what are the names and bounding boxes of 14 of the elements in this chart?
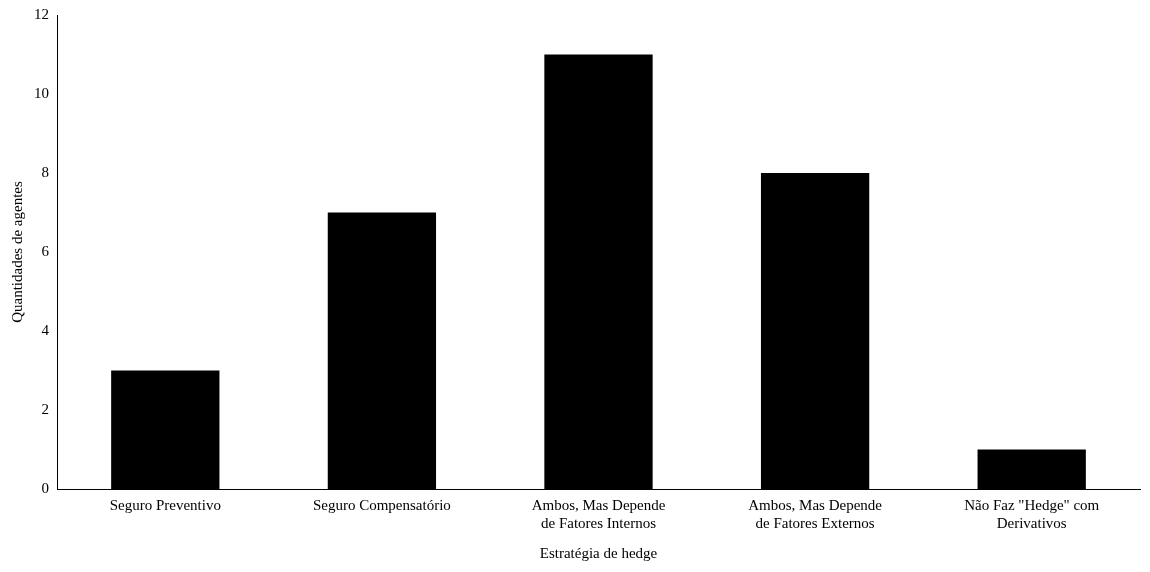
x-axis-title: Estratégia de hedge: [539, 544, 658, 561]
y-tick-label: 4: [41, 321, 50, 338]
y-tick-label: 2: [41, 400, 49, 417]
y-tick-label: 12: [34, 5, 49, 22]
x-tick-label: Não Faz "Hedge" com Derivativos: [964, 496, 1100, 531]
y-tick-label: 6: [41, 242, 50, 259]
y-tick-label: 10: [34, 84, 49, 101]
x-tick-label: Seguro Compensatório: [312, 496, 451, 513]
x-tick-label: Ambos, Mas Depende de Fatores Externos: [748, 496, 883, 531]
x-tick-label: Seguro Preventivo: [109, 496, 221, 513]
y-axis-title: Quantidades de agentes: [8, 181, 25, 323]
y-tick-label: 8: [41, 163, 49, 180]
y-tick-label: 0: [41, 479, 49, 496]
x-tick-label: Ambos, Mas Depende de Fatores Internos: [531, 496, 666, 531]
